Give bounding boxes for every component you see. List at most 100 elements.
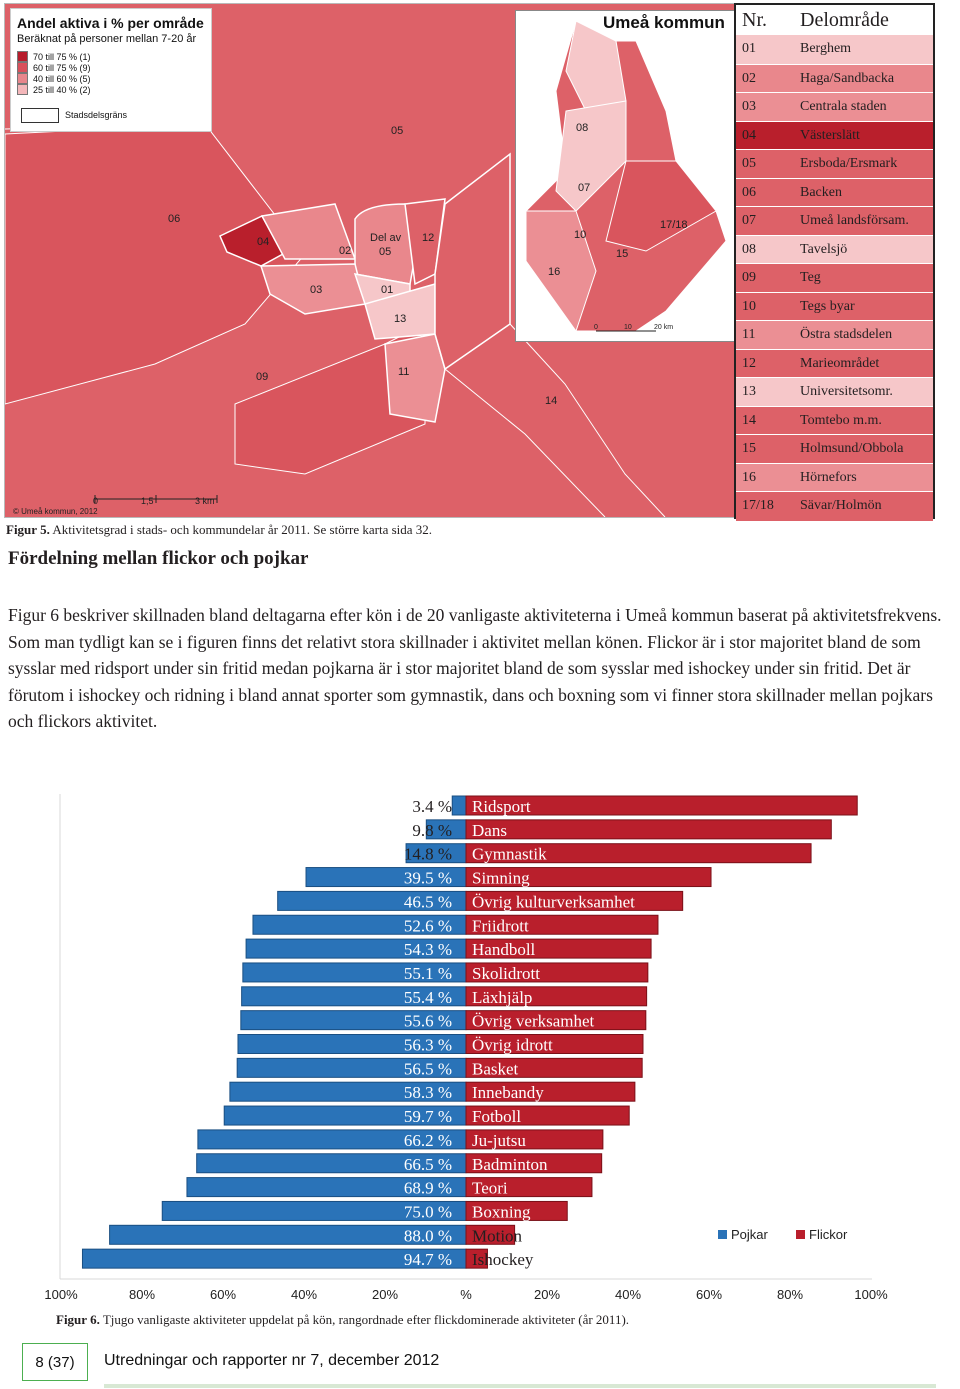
- category-label: Teori: [472, 1179, 508, 1198]
- inset-label-08: 08: [576, 122, 588, 134]
- bar-value-label: 59.7 %: [404, 1107, 452, 1126]
- legend-row-label: 25 till 40 %: [33, 84, 78, 95]
- bar-flickor: [465, 843, 812, 864]
- category-label: Innebandy: [472, 1083, 544, 1102]
- table-cell-nr: 14: [742, 412, 756, 428]
- gender-activity-chart: 3.4 % Ridsport 9.8 % Dans 14.8 % Gymnastik 39.…: [44, 794, 888, 1302]
- bar-value-label: 39.5 %: [404, 869, 452, 888]
- table-cell-nr: 05: [742, 156, 756, 172]
- district-label-del-av: Del av: [370, 232, 402, 244]
- table-cell-nr: 07: [742, 213, 756, 229]
- inset-label-17-18: 17/18: [660, 219, 688, 231]
- district-label-05b: 05: [379, 246, 391, 258]
- x-tick-label: 20%: [534, 1287, 560, 1302]
- bar-value-label: 3.4 %: [412, 797, 452, 816]
- bar-flickor: [465, 1153, 603, 1174]
- x-tick-label: 60%: [696, 1287, 722, 1302]
- table-cell-nr: 02: [742, 70, 756, 86]
- table-row: 01 Berghem: [736, 35, 933, 64]
- category-label: Övrig idrott: [472, 1036, 553, 1055]
- legend-swatch: [17, 84, 28, 95]
- table-row: 13 Universitetsomr.: [736, 377, 933, 407]
- district-label-02: 02: [339, 245, 351, 257]
- category-label: Badminton: [472, 1155, 548, 1174]
- category-label: Basket: [472, 1059, 519, 1078]
- inset-map-graphic: 08 07 10 16 15 17/18 0 10 20 km: [525, 20, 727, 333]
- x-tick-label: 40%: [291, 1287, 317, 1302]
- table-row: 12 Marieområdet: [736, 348, 933, 378]
- category-label: Övrig verksamhet: [472, 1012, 595, 1031]
- bar-flickor: [465, 1177, 593, 1198]
- bar-flickor: [465, 1248, 488, 1269]
- legend-row: 25 till 40 % (2): [17, 84, 91, 95]
- chart-labels: 3.4 % Ridsport 9.8 % Dans 14.8 % Gymnastik 39.…: [404, 797, 635, 1269]
- legend-swatch: [17, 51, 28, 62]
- legend-row-label: 60 till 75 %: [33, 62, 78, 73]
- legend-row: 40 till 60 % (5): [17, 73, 91, 84]
- district-label-03: 03: [310, 284, 322, 296]
- category-label: Ridsport: [472, 797, 531, 816]
- legend-row-count: (1): [79, 51, 91, 62]
- table-row: 11 Östra stadsdelen: [736, 320, 933, 350]
- bar-flickor: [465, 795, 858, 816]
- category-label: Fotboll: [472, 1107, 521, 1126]
- bar-flickor: [465, 1057, 643, 1078]
- map-legend: Andel aktiva i % per område Beräknat på …: [10, 8, 212, 132]
- legend-row: 60 till 75 % (9): [17, 62, 91, 73]
- inset-scale-20: 20 km: [654, 324, 673, 331]
- category-label: Övrig kulturverksamhet: [472, 892, 635, 911]
- legend-row-label: 70 till 75 %: [33, 51, 78, 62]
- table-row: 10 Tegs byar: [736, 291, 933, 321]
- figure6-text: Tjugo vanligaste aktiviteter uppdelat på…: [99, 1312, 630, 1327]
- table-cell-name: Umeå landsförsam.: [800, 213, 909, 229]
- table-cell-nr: 01: [742, 41, 756, 57]
- category-label: Simning: [472, 869, 530, 888]
- category-label: Ishockey: [472, 1250, 534, 1269]
- category-label: Boxning: [472, 1202, 531, 1221]
- scale-0: 0: [93, 496, 99, 506]
- table-cell-nr: 15: [742, 441, 756, 457]
- bar-flickor: [465, 914, 659, 935]
- table-cell-name: Berghem: [800, 41, 852, 57]
- x-tick-label: 40%: [615, 1287, 641, 1302]
- x-tick-label: 100%: [44, 1287, 78, 1302]
- district-label-06: 06: [168, 213, 180, 225]
- bar-flickor: [465, 819, 832, 840]
- table-row: 05 Ersboda/Ersmark: [736, 149, 933, 179]
- bar-value-label: 46.5 %: [404, 892, 452, 911]
- inset-map: 08 07 10 16 15 17/18 0 10 20 km: [515, 10, 735, 342]
- section-heading: Fördelning mellan flickor och pojkar: [8, 548, 309, 569]
- legend-swatch-flickor: [796, 1230, 805, 1239]
- table-cell-name: Teg: [800, 270, 821, 286]
- inset-label-07: 07: [578, 182, 590, 194]
- category-label: Ju-jutsu: [472, 1131, 526, 1150]
- inset-scale-10: 10: [624, 324, 632, 331]
- table-row: 04 Västerslätt: [736, 120, 933, 150]
- category-label: Handboll: [472, 940, 536, 959]
- figure6-label: Figur 6.: [56, 1312, 100, 1327]
- legend-row: 70 till 75 % (1): [17, 51, 91, 62]
- category-label: Skolidrott: [472, 964, 540, 983]
- bar-value-label: 52.6 %: [404, 916, 452, 935]
- bar-pojkar: [451, 795, 467, 816]
- legend-row-count: (2): [79, 84, 91, 95]
- area-table: Nr. Delområde 01 Berghem 02 Haga/Sandbacka 0…: [734, 3, 935, 521]
- scale-3km: 3 km: [195, 496, 215, 506]
- table-cell-name: Sävar/Holmön: [800, 498, 882, 514]
- bar-value-label: 56.3 %: [404, 1036, 452, 1055]
- table-row: 09 Teg: [736, 263, 933, 293]
- district-label-13: 13: [394, 313, 406, 325]
- bar-value-label: 9.8 %: [412, 821, 452, 840]
- bar-value-label: 54.3 %: [404, 940, 452, 959]
- chart-x-axis: 100% 80% 60% 40% 20%% 20% 40% 60% 80% 100%: [44, 1287, 888, 1302]
- legend-swatch: [17, 62, 28, 73]
- page-number: 8 (37): [22, 1343, 88, 1381]
- map-copyright: © Umeå kommun, 2012: [13, 507, 98, 516]
- category-label: Läxhjälp: [472, 988, 532, 1007]
- table-cell-name: Centrala staden: [800, 99, 887, 115]
- category-label: Motion: [472, 1226, 523, 1245]
- table-cell-name: Holmsund/Obbola: [800, 441, 904, 457]
- x-tick-label: 60%: [210, 1287, 236, 1302]
- x-tick-label: 80%: [777, 1287, 803, 1302]
